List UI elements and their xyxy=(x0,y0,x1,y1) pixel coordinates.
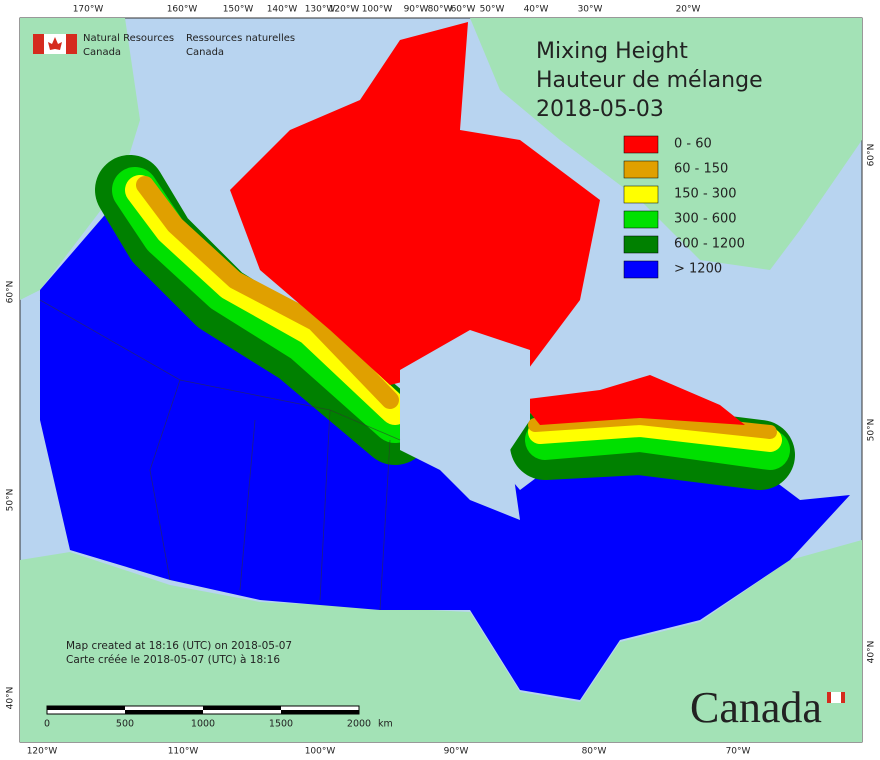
legend-label: 0 - 60 xyxy=(674,137,712,152)
legend-label: 60 - 150 xyxy=(674,162,728,177)
agency-name: Natural Resources xyxy=(83,33,174,44)
agency-name: Ressources naturelles xyxy=(186,33,295,44)
band-60 xyxy=(136,176,399,409)
bands xyxy=(95,155,795,490)
graticule-label: 120°W xyxy=(329,5,360,15)
hudson-bay xyxy=(400,330,530,520)
scale-label: 0 xyxy=(44,719,50,730)
legend-label: 150 - 300 xyxy=(674,187,737,202)
boundaries xyxy=(39,299,401,611)
graticule-label: 40°W xyxy=(524,5,549,15)
wordmark: Canada xyxy=(690,683,822,732)
scale-label: 1000 xyxy=(191,719,215,730)
scale-label: 500 xyxy=(116,719,134,730)
graticule-label: 60°N xyxy=(867,144,877,167)
foreign-land xyxy=(20,18,862,742)
graticule-label: 80°W xyxy=(582,747,607,757)
graticule-label: 60°N xyxy=(6,281,16,304)
graticule-label: 60°W xyxy=(451,5,476,15)
credit-note: Carte créée le 2018-05-07 (UTC) à 18:16 xyxy=(66,654,280,666)
graticule-label: 120°W xyxy=(27,747,58,757)
credit-note: Map created at 18:16 (UTC) on 2018-05-07 xyxy=(66,640,292,652)
graticule-label: 90°W xyxy=(444,747,469,757)
graticule-label: 170°W xyxy=(73,5,104,15)
greenland xyxy=(470,18,862,270)
graticule-label: 30°W xyxy=(578,5,603,15)
labrador-red xyxy=(520,375,745,425)
graticule-label: 40°N xyxy=(6,687,16,710)
graticule-label: 90°W xyxy=(404,5,429,15)
graticule-label: 50°W xyxy=(480,5,505,15)
graticule-label: 50°N xyxy=(6,489,16,512)
legend-swatch xyxy=(623,260,659,279)
graticule-label: 160°W xyxy=(167,5,198,15)
legend-label: 300 - 600 xyxy=(674,212,737,227)
graticule-label: 40°N xyxy=(867,641,877,664)
legend-swatch xyxy=(623,210,659,229)
graticule-label: 20°W xyxy=(676,5,701,15)
graticule-label: 110°W xyxy=(168,747,199,757)
legend-swatch xyxy=(623,185,659,204)
scale-unit: km xyxy=(378,719,393,730)
scale-label: 2000 xyxy=(347,719,371,730)
scale-label: 1500 xyxy=(269,719,293,730)
flag xyxy=(33,34,77,54)
legend-swatch xyxy=(623,160,659,179)
legend-swatch xyxy=(623,235,659,254)
map-title: Mixing Height xyxy=(536,39,688,64)
map-title: Hauteur de mélange xyxy=(536,68,763,93)
agency-name: Canada xyxy=(83,47,121,58)
map-title: 2018-05-03 xyxy=(536,97,664,122)
labels: Natural Resources Canada Ressources nature… xyxy=(6,5,877,757)
legend-label: > 1200 xyxy=(674,262,722,277)
graticule-label: 100°W xyxy=(362,5,393,15)
graticule-label: 150°W xyxy=(223,5,254,15)
legend-swatch xyxy=(623,135,659,154)
graticule-label: 140°W xyxy=(267,5,298,15)
graticule-label: 130°W xyxy=(305,5,336,15)
scale-bar xyxy=(46,705,360,715)
graticule-label: 100°W xyxy=(305,747,336,757)
legend-label: 600 - 1200 xyxy=(674,237,745,252)
wordmark-flag xyxy=(831,692,841,703)
graticule-label: 80°W xyxy=(428,5,453,15)
agency-name: Canada xyxy=(186,47,224,58)
alaska xyxy=(20,18,140,300)
united-states xyxy=(20,540,862,742)
arctic-red xyxy=(230,22,600,385)
graticule-label: 50°N xyxy=(867,419,877,442)
graticule-label: 70°W xyxy=(726,747,751,757)
